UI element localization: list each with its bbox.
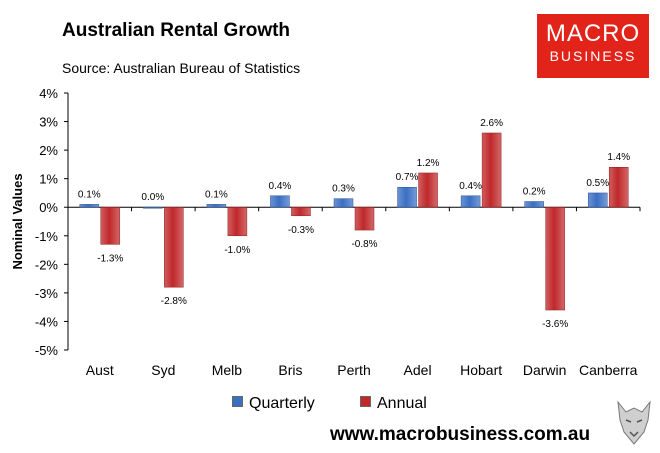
y-tick-label: 1% xyxy=(39,172,58,187)
bar-quarterly xyxy=(79,204,100,208)
y-tick-label: 0% xyxy=(39,200,58,215)
data-label-quarterly: 0.5% xyxy=(586,178,609,189)
website-url: www.macrobusiness.com.au xyxy=(330,424,591,445)
data-label-annual: 1.2% xyxy=(417,158,440,169)
wolf-logo-icon xyxy=(617,400,651,445)
data-label-annual: -1.3% xyxy=(97,253,123,264)
logo-line-2: BUSINESS xyxy=(549,48,637,64)
x-tick-label: Aust xyxy=(86,362,114,378)
y-tick-label: -3% xyxy=(35,286,59,301)
data-label-quarterly: 0.3% xyxy=(332,184,355,195)
bar-quarterly xyxy=(587,192,608,208)
y-tick-label: -5% xyxy=(35,343,59,358)
data-label-quarterly: 0.4% xyxy=(269,181,292,192)
x-tick-label: Syd xyxy=(151,362,175,378)
macrobusiness-logo: MACRO BUSINESS xyxy=(537,14,649,78)
x-tick-label: Darwin xyxy=(523,362,567,378)
bar-annual xyxy=(354,206,375,231)
y-tick-label: 4% xyxy=(39,86,58,101)
bar-annual xyxy=(608,166,629,208)
data-label-annual: -0.8% xyxy=(351,239,377,250)
legend-item-quarterly: Quarterly xyxy=(232,395,315,413)
legend-swatch-annual xyxy=(360,396,371,407)
bar-annual xyxy=(227,206,248,237)
data-label-quarterly: 0.0% xyxy=(141,192,164,203)
bar-annual xyxy=(164,206,184,288)
bar-annual xyxy=(100,206,121,245)
bar-quarterly xyxy=(206,204,227,208)
bar-quarterly xyxy=(270,195,290,208)
data-label-annual: 1.4% xyxy=(607,152,630,163)
bar-annual xyxy=(545,206,565,311)
bar-quarterly xyxy=(333,198,354,208)
legend-swatch-quarterly xyxy=(232,396,243,407)
y-axis-label: Nominal Values xyxy=(10,173,25,269)
x-tick-label: Bris xyxy=(278,362,302,378)
y-tick-label: -2% xyxy=(35,257,59,272)
data-label-quarterly: 0.2% xyxy=(523,187,546,198)
logo-line-1: MACRO xyxy=(545,20,641,47)
y-tick-label: 3% xyxy=(39,115,58,130)
x-tick-label: Perth xyxy=(337,362,370,378)
chart-title: Australian Rental Growth xyxy=(62,20,291,41)
y-tick-label: -1% xyxy=(35,229,59,244)
bar-quarterly xyxy=(524,201,544,208)
y-tick-label: 2% xyxy=(39,143,58,158)
x-tick-label: Hobart xyxy=(460,362,502,378)
chart-subtitle: Source: Australian Bureau of Statistics xyxy=(62,60,301,76)
data-label-annual: 2.6% xyxy=(480,118,503,129)
legend-label-annual: Annual xyxy=(377,395,427,412)
bar-quarterly xyxy=(397,186,417,208)
legend-label-quarterly: Quarterly xyxy=(249,395,315,412)
data-label-quarterly: 0.7% xyxy=(396,172,419,183)
bar-annual xyxy=(291,206,311,217)
bar-quarterly xyxy=(460,195,481,208)
bar-annual xyxy=(481,132,502,208)
x-tick-label: Canberra xyxy=(579,362,638,378)
bar-annual xyxy=(418,172,438,208)
data-label-annual: -1.0% xyxy=(224,245,250,256)
x-tick-label: Adel xyxy=(404,362,432,378)
bar-quarterly xyxy=(143,206,163,209)
data-label-quarterly: 0.1% xyxy=(205,189,228,200)
data-label-annual: -2.8% xyxy=(161,296,187,307)
y-tick-label: -4% xyxy=(35,314,59,329)
legend-item-annual: Annual xyxy=(360,395,427,413)
x-tick-label: Melb xyxy=(212,362,243,378)
data-label-annual: -0.3% xyxy=(288,225,314,236)
data-label-quarterly: 0.4% xyxy=(459,181,482,192)
data-label-quarterly: 0.1% xyxy=(78,189,101,200)
data-label-annual: -3.6% xyxy=(542,319,568,330)
